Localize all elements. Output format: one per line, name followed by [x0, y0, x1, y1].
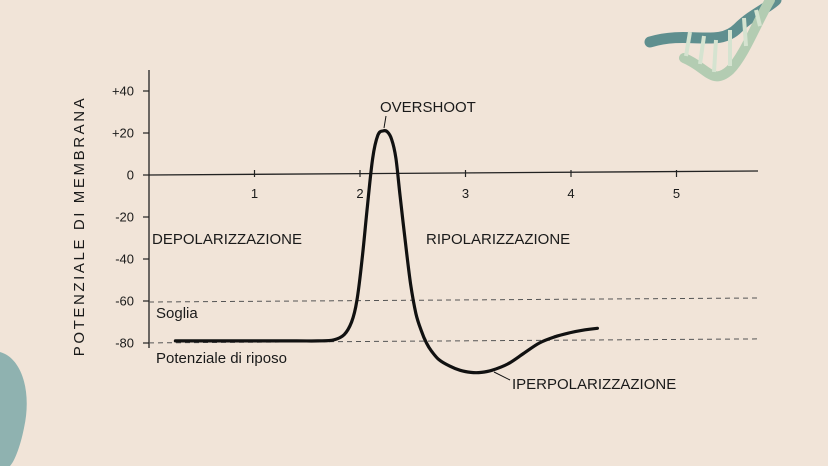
threshold-line [148, 297, 759, 303]
iperpolarizzazione-leader-line [493, 371, 511, 381]
label-soglia: Soglia [156, 305, 198, 322]
x-tick-label: 3 [462, 186, 469, 201]
annotation-ripolarizzazione: RIPOLARIZZAZIONE [426, 231, 570, 248]
y-axis-label: POTENZIALE DI MEMBRANA [71, 96, 88, 357]
annotation-depolarizzazione: DEPOLARIZZAZIONE [152, 231, 302, 248]
overshoot-leader-line [383, 115, 387, 129]
y-tick-label: +40 [112, 84, 134, 99]
dna-helix-icon [644, 0, 782, 82]
x-tick-label: 1 [251, 186, 258, 201]
x-axis-line [148, 170, 759, 176]
teal-blob-shape [0, 352, 27, 466]
annotation-overshoot: OVERSHOOT [380, 99, 476, 116]
action-potential-curve [173, 129, 599, 375]
y-tick-label: 0 [127, 168, 134, 183]
y-tick-label: +20 [112, 126, 134, 141]
y-tick-label: -40 [115, 252, 134, 267]
y-tick-label: -60 [115, 294, 134, 309]
y-tick-label: -80 [115, 336, 134, 351]
y-tick-label: -20 [115, 210, 134, 225]
x-tick-label: 2 [356, 186, 363, 201]
x-tick-label: 5 [673, 186, 680, 201]
label-potenziale-di-riposo: Potenziale di riposo [156, 350, 287, 367]
annotation-iperpolarizzazione: IPERPOLARIZZAZIONE [512, 376, 676, 393]
x-tick-label: 4 [567, 186, 574, 201]
